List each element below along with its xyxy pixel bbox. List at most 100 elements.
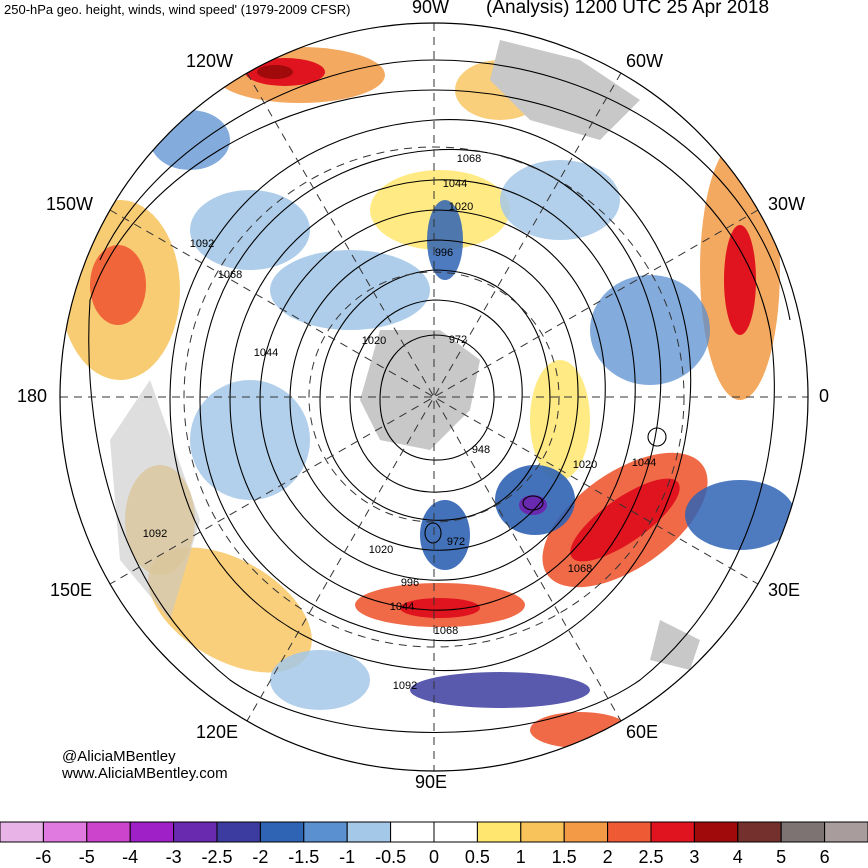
colorbar-swatch — [42, 821, 88, 843]
colorbar-tick-label: 6 — [819, 847, 830, 867]
height-contour — [647, 427, 667, 447]
land-area — [360, 330, 480, 450]
colorbar-swatch — [563, 821, 609, 843]
colorbar-tick-label: -1.5 — [288, 847, 320, 867]
lon-label-left: 180 — [17, 386, 48, 406]
meridian-line — [246, 72, 622, 722]
credit-handle: @AliciaMBentley — [62, 748, 176, 765]
contour-label: 1020 — [449, 201, 473, 213]
negative-anomaly-region — [270, 650, 370, 710]
colorbar-swatch — [346, 821, 392, 843]
negative-anomaly-region — [590, 275, 710, 385]
lon-label-right: 0 — [819, 386, 830, 406]
height-contour — [319, 269, 551, 521]
positive-anomaly-region — [90, 245, 146, 325]
chart-title-left: 250-hPa geo. height, winds, wind speed' … — [4, 2, 351, 17]
contour-label: 996 — [435, 247, 453, 259]
contour-label: 972 — [447, 536, 465, 548]
positive-anomaly-region — [530, 712, 630, 748]
positive-anomaly-region — [400, 598, 480, 618]
colorbar-swatch — [607, 821, 652, 843]
colorbar-tick-label: 1.5 — [551, 847, 577, 867]
height-contour — [289, 239, 579, 551]
colorbar-tick-label: 5 — [776, 847, 787, 867]
colorbar-swatch — [390, 821, 435, 843]
colorbar-swatch — [86, 821, 131, 843]
colorbar-tick-label: 3 — [689, 847, 700, 867]
colorbar-tick-label: -6 — [35, 847, 52, 867]
colorbar-tick-label: 0.5 — [464, 847, 490, 867]
negative-anomaly-region — [420, 500, 470, 570]
credit-website: www.AliciaMBentley.com — [62, 765, 228, 782]
contour-label: 1092 — [190, 238, 214, 250]
contour-label: 1020 — [573, 459, 597, 471]
lon-label-60w: 60W — [626, 51, 664, 71]
contour-label: 1092 — [143, 528, 167, 540]
colorbar-swatch — [173, 821, 218, 843]
colorbar-swatch — [476, 821, 522, 843]
colorbar-swatch — [129, 821, 175, 843]
contour-label: 1020 — [362, 335, 386, 347]
height-contour — [199, 148, 662, 642]
colorbar-tick-label: 2.5 — [638, 847, 664, 867]
colorbar-tick-label: -1 — [339, 847, 356, 867]
shading-layer — [60, 40, 795, 748]
map-disc-border — [59, 22, 809, 772]
contour-label: 996 — [401, 577, 419, 589]
colorbar-tick-label: -0.5 — [375, 847, 407, 867]
colorbar-swatch — [650, 821, 695, 843]
contour-label: 1068 — [568, 563, 592, 575]
lon-label-30w: 30W — [768, 194, 806, 214]
land-area — [110, 380, 200, 620]
land-area — [650, 620, 700, 670]
height-contour — [379, 334, 495, 461]
latitude-circle — [308, 271, 560, 523]
colorbar-swatch — [433, 821, 478, 843]
negative-anomaly-region — [685, 480, 795, 550]
colorbar-tick-label: 2 — [602, 847, 613, 867]
height-contour — [259, 209, 606, 581]
colorbar-tick-label: -2 — [252, 847, 269, 867]
height-contour — [229, 179, 636, 611]
lon-label-150e: 150E — [50, 580, 93, 600]
contour-label: 1020 — [369, 544, 393, 556]
negative-anomaly-region — [190, 380, 310, 500]
colorbar-tick-label: -5 — [78, 847, 95, 867]
colorbar-swatch — [0, 821, 44, 843]
height-contour — [169, 119, 692, 672]
colorbar — [0, 821, 868, 843]
colorbar-swatch — [259, 821, 305, 843]
contour-label: 948 — [472, 444, 490, 456]
meridian-line — [246, 72, 622, 722]
height-contour — [99, 59, 791, 321]
meridian-line — [109, 209, 759, 585]
colorbar-tick-label: 4 — [732, 847, 743, 867]
positive-anomaly-region — [257, 65, 293, 79]
lon-label-top: 90W — [412, 0, 450, 17]
lat-lon-grid — [60, 23, 808, 771]
land-area — [490, 40, 640, 140]
colorbar-tick-label: -2.5 — [201, 847, 233, 867]
contour-label: 972 — [449, 334, 467, 346]
chart-title-right: (Analysis) 1200 UTC 25 Apr 2018 — [486, 0, 770, 18]
contour-label: 1044 — [390, 601, 414, 613]
negative-anomaly-region — [519, 495, 547, 515]
contour-label: 1068 — [457, 153, 481, 165]
height-contour — [349, 299, 523, 493]
height-contour — [88, 89, 775, 734]
colorbar-swatch — [216, 821, 261, 843]
colorbar-tick-label: -3 — [165, 847, 182, 867]
positive-anomaly-region — [570, 478, 680, 562]
contour-label: 1068 — [218, 269, 242, 281]
positive-anomaly-region — [724, 225, 756, 335]
lon-label-120w: 120W — [186, 51, 234, 71]
contour-label: 1044 — [632, 457, 656, 469]
lon-label-bottom: 90E — [415, 772, 448, 792]
lon-label-30e: 30E — [768, 580, 801, 600]
colorbar-swatch — [303, 821, 348, 843]
colorbar-tick-label: 0 — [428, 847, 440, 867]
colorbar-swatch — [737, 821, 782, 843]
colorbar-swatch — [780, 821, 826, 843]
meridian-line — [109, 209, 759, 585]
